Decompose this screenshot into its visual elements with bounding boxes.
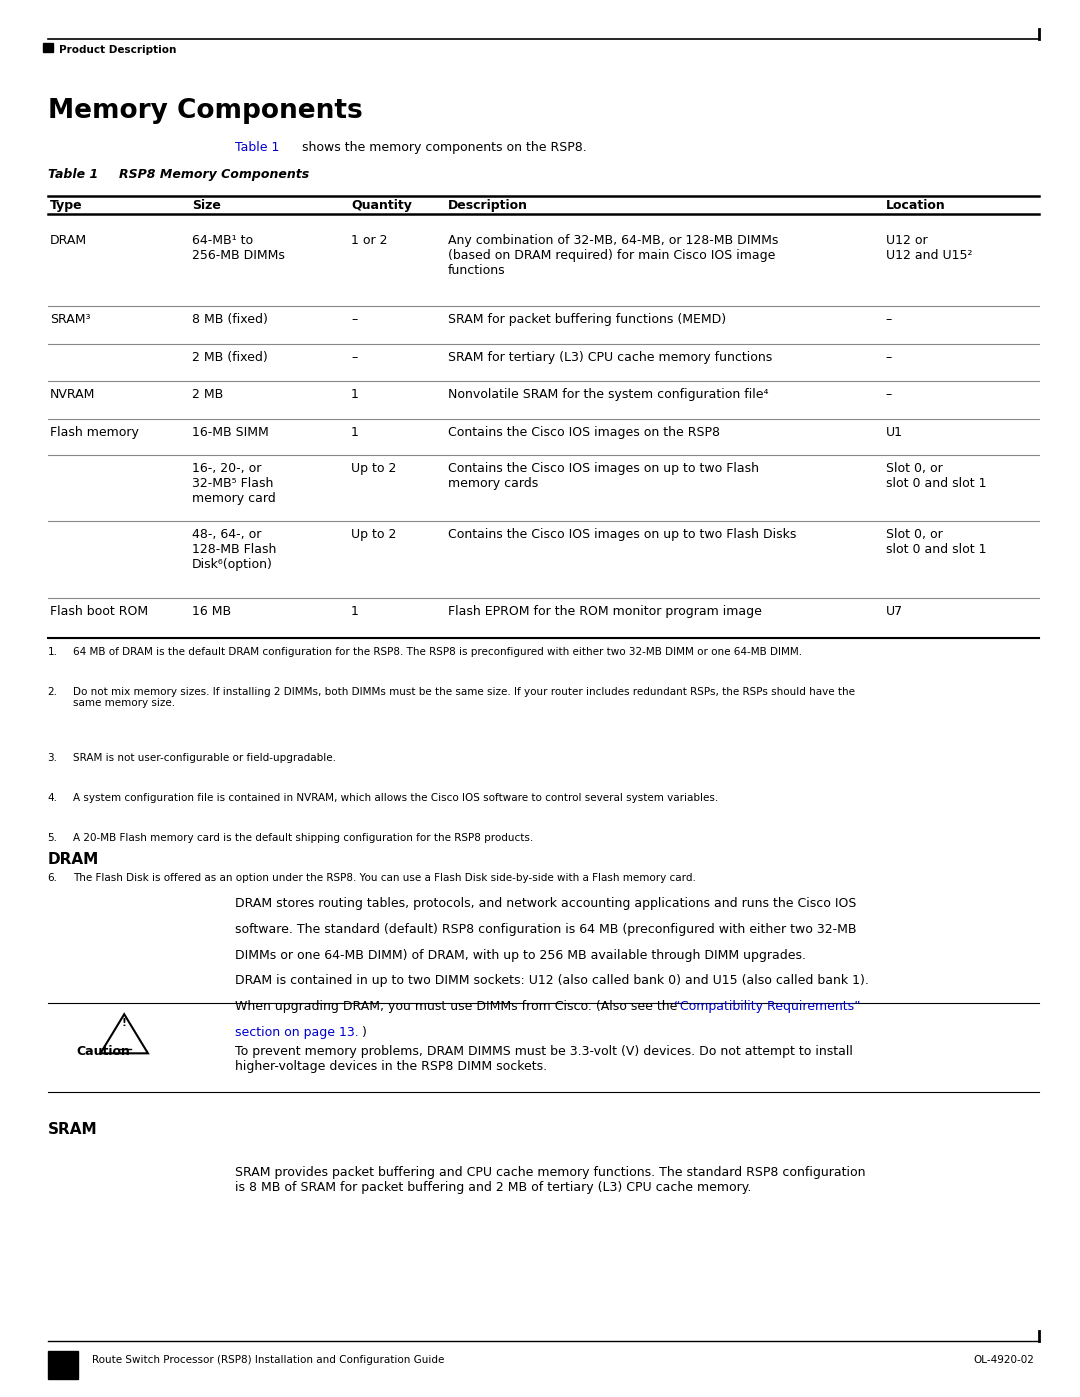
Text: U1: U1 — [886, 426, 903, 439]
Text: DIMMs or one 64-MB DIMM) of DRAM, with up to 256 MB available through DIMM upgra: DIMMs or one 64-MB DIMM) of DRAM, with u… — [235, 949, 807, 961]
Text: SRAM provides packet buffering and CPU cache memory functions. The standard RSP8: SRAM provides packet buffering and CPU c… — [235, 1166, 866, 1194]
Text: Memory Components: Memory Components — [48, 98, 362, 124]
Text: –: – — [886, 388, 892, 401]
Text: The Flash Disk is offered as an option under the RSP8. You can use a Flash Disk : The Flash Disk is offered as an option u… — [73, 873, 697, 883]
Text: 6: 6 — [58, 1358, 67, 1372]
Text: –: – — [886, 313, 892, 326]
Text: SRAM³: SRAM³ — [50, 313, 91, 326]
Text: 1: 1 — [351, 426, 359, 439]
Text: When upgrading DRAM, you must use DIMMs from Cisco. (Also see the: When upgrading DRAM, you must use DIMMs … — [235, 1000, 681, 1013]
Text: Type: Type — [50, 200, 82, 212]
Text: 64 MB of DRAM is the default DRAM configuration for the RSP8. The RSP8 is precon: 64 MB of DRAM is the default DRAM config… — [73, 647, 802, 657]
Text: Flash EPROM for the ROM monitor program image: Flash EPROM for the ROM monitor program … — [448, 605, 762, 617]
Text: –: – — [351, 351, 357, 363]
Text: 16-MB SIMM: 16-MB SIMM — [192, 426, 269, 439]
Text: 2 MB: 2 MB — [192, 388, 224, 401]
Text: Location: Location — [886, 200, 945, 212]
Text: 1.: 1. — [48, 647, 57, 657]
Text: Quantity: Quantity — [351, 200, 411, 212]
Text: Contains the Cisco IOS images on up to two Flash Disks: Contains the Cisco IOS images on up to t… — [448, 528, 797, 541]
Text: ): ) — [362, 1025, 366, 1039]
Text: Up to 2: Up to 2 — [351, 528, 396, 541]
Text: SRAM: SRAM — [48, 1122, 97, 1137]
Text: Contains the Cisco IOS images on up to two Flash
memory cards: Contains the Cisco IOS images on up to t… — [448, 462, 759, 490]
Text: 5.: 5. — [48, 833, 57, 842]
Text: 48-, 64-, or
128-MB Flash
Disk⁶(option): 48-, 64-, or 128-MB Flash Disk⁶(option) — [192, 528, 276, 571]
Text: 1: 1 — [351, 388, 359, 401]
Text: 16-, 20-, or
32-MB⁵ Flash
memory card: 16-, 20-, or 32-MB⁵ Flash memory card — [192, 462, 276, 506]
Text: Caution: Caution — [77, 1045, 131, 1058]
Text: Contains the Cisco IOS images on the RSP8: Contains the Cisco IOS images on the RSP… — [448, 426, 720, 439]
Text: Slot 0, or
slot 0 and slot 1: Slot 0, or slot 0 and slot 1 — [886, 528, 986, 556]
Text: Product Description: Product Description — [59, 45, 177, 54]
Text: software. The standard (default) RSP8 configuration is 64 MB (preconfigured with: software. The standard (default) RSP8 co… — [235, 923, 856, 936]
Text: 16 MB: 16 MB — [192, 605, 231, 617]
Text: A system configuration file is contained in NVRAM, which allows the Cisco IOS so: A system configuration file is contained… — [73, 793, 718, 803]
Text: DRAM: DRAM — [48, 852, 98, 868]
Text: SRAM for packet buffering functions (MEMD): SRAM for packet buffering functions (MEM… — [448, 313, 727, 326]
Bar — [48, 1351, 78, 1379]
Text: DRAM stores routing tables, protocols, and network accounting applications and r: DRAM stores routing tables, protocols, a… — [235, 897, 856, 909]
Text: Up to 2: Up to 2 — [351, 462, 396, 475]
Text: Table 1: Table 1 — [235, 141, 280, 154]
Text: 3.: 3. — [48, 753, 57, 763]
Text: RSP8 Memory Components: RSP8 Memory Components — [119, 168, 309, 180]
Text: 2.: 2. — [48, 687, 57, 697]
Text: 8 MB (fixed): 8 MB (fixed) — [192, 313, 268, 326]
Text: DRAM: DRAM — [50, 233, 86, 247]
Text: 6.: 6. — [48, 873, 57, 883]
Text: Description: Description — [448, 200, 528, 212]
Text: Table 1: Table 1 — [48, 168, 98, 180]
Text: 4.: 4. — [48, 793, 57, 803]
Text: SRAM is not user-configurable or field-upgradable.: SRAM is not user-configurable or field-u… — [73, 753, 337, 763]
Text: U12 or
U12 and U15²: U12 or U12 and U15² — [886, 233, 972, 263]
Text: Do not mix memory sizes. If installing 2 DIMMs, both DIMMs must be the same size: Do not mix memory sizes. If installing 2… — [73, 687, 855, 708]
Text: 2 MB (fixed): 2 MB (fixed) — [192, 351, 268, 363]
Text: DRAM is contained in up to two DIMM sockets: U12 (also called bank 0) and U15 (a: DRAM is contained in up to two DIMM sock… — [235, 975, 869, 988]
Text: Flash boot ROM: Flash boot ROM — [50, 605, 148, 617]
Text: section on page 13.: section on page 13. — [235, 1025, 360, 1039]
Text: SRAM for tertiary (L3) CPU cache memory functions: SRAM for tertiary (L3) CPU cache memory … — [448, 351, 772, 363]
Text: –: – — [886, 351, 892, 363]
Text: 1 or 2: 1 or 2 — [351, 233, 388, 247]
Text: Nonvolatile SRAM for the system configuration file⁴: Nonvolatile SRAM for the system configur… — [448, 388, 769, 401]
Text: NVRAM: NVRAM — [50, 388, 95, 401]
Text: Route Switch Processor (RSP8) Installation and Configuration Guide: Route Switch Processor (RSP8) Installati… — [92, 1355, 444, 1365]
Text: 64-MB¹ to
256-MB DIMMs: 64-MB¹ to 256-MB DIMMs — [192, 233, 285, 263]
Text: “Compatibility Requirements”: “Compatibility Requirements” — [674, 1000, 861, 1013]
Text: Slot 0, or
slot 0 and slot 1: Slot 0, or slot 0 and slot 1 — [886, 462, 986, 490]
Text: Flash memory: Flash memory — [50, 426, 138, 439]
Text: Size: Size — [192, 200, 221, 212]
Bar — [43, 43, 53, 52]
Text: A 20-MB Flash memory card is the default shipping configuration for the RSP8 pro: A 20-MB Flash memory card is the default… — [73, 833, 534, 842]
Text: U7: U7 — [886, 605, 903, 617]
Text: –: – — [351, 313, 357, 326]
Text: 1: 1 — [351, 605, 359, 617]
Text: shows the memory components on the RSP8.: shows the memory components on the RSP8. — [298, 141, 586, 154]
Text: OL-4920-02: OL-4920-02 — [974, 1355, 1035, 1365]
Text: To prevent memory problems, DRAM DIMMS must be 3.3-volt (V) devices. Do not atte: To prevent memory problems, DRAM DIMMS m… — [235, 1045, 853, 1073]
Text: Any combination of 32-MB, 64-MB, or 128-MB DIMMs
(based on DRAM required) for ma: Any combination of 32-MB, 64-MB, or 128-… — [448, 233, 779, 277]
Text: !: ! — [122, 1018, 126, 1028]
